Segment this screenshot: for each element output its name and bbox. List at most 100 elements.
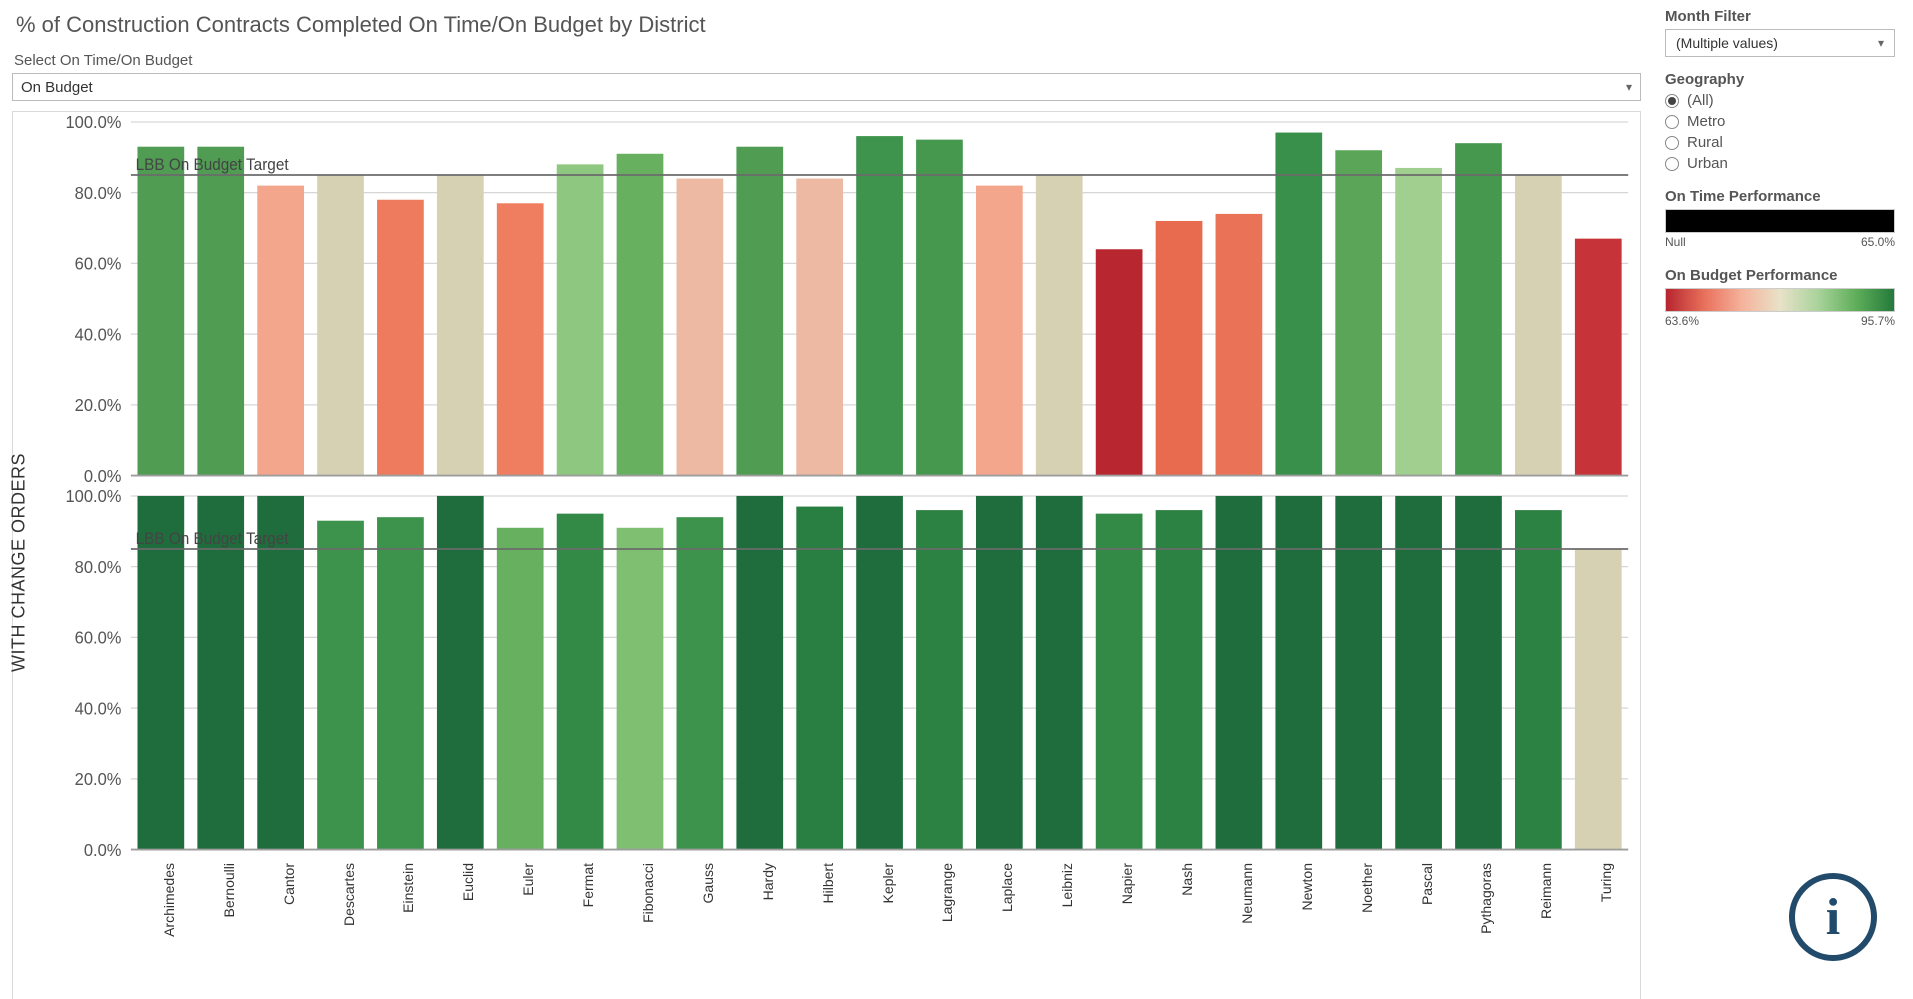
bar[interactable] [677, 179, 724, 476]
bar[interactable] [317, 175, 364, 476]
radio-icon [1665, 136, 1679, 150]
geography-radio[interactable]: Urban [1665, 155, 1895, 172]
geography-radio[interactable]: (All) [1665, 92, 1895, 109]
bar[interactable] [856, 136, 903, 475]
page-title: % of Construction Contracts Completed On… [16, 12, 1641, 38]
legend-onbudget-left: 63.6% [1665, 314, 1699, 328]
bar[interactable] [1455, 143, 1502, 475]
x-axis-label: Fibonacci [640, 863, 656, 923]
x-axis-labels: ArchimedesBernoulliCantorDescartesEinste… [13, 859, 1640, 999]
x-axis-label: Noether [1359, 863, 1375, 913]
month-filter-title: Month Filter [1665, 8, 1895, 25]
bar[interactable] [617, 527, 664, 849]
x-axis-label: Laplace [999, 863, 1015, 912]
bar[interactable] [497, 527, 544, 849]
x-axis-label: Gauss [700, 863, 716, 903]
legend-ontime-title: On Time Performance [1665, 188, 1895, 205]
filter-panel: Month Filter (Multiple values) ▾ Geograp… [1653, 0, 1913, 999]
bar[interactable] [736, 147, 783, 476]
svg-text:0.0%: 0.0% [84, 466, 122, 485]
bar[interactable] [377, 200, 424, 476]
bar[interactable] [1156, 510, 1203, 849]
bar[interactable] [1216, 214, 1263, 476]
radio-icon [1665, 115, 1679, 129]
chart-panel-bottom: WITH CHANGE ORDERS 0.0%20.0%40.0%60.0%80… [13, 486, 1640, 860]
x-axis-label: Euler [520, 863, 536, 896]
x-axis-label: Leibniz [1059, 863, 1075, 907]
bar[interactable] [677, 517, 724, 849]
x-axis-label: Napier [1119, 863, 1135, 904]
bar[interactable] [1156, 221, 1203, 476]
bar[interactable] [137, 147, 184, 476]
radio-icon [1665, 157, 1679, 171]
bar[interactable] [1036, 175, 1083, 476]
chevron-down-icon: ▾ [1626, 80, 1632, 94]
bar[interactable] [377, 517, 424, 849]
measure-selector[interactable]: On Budget ▾ [12, 73, 1641, 101]
svg-text:20.0%: 20.0% [75, 769, 122, 789]
geography-title: Geography [1665, 71, 1895, 88]
bar[interactable] [1395, 168, 1442, 476]
radio-label: (All) [1687, 92, 1714, 109]
bar[interactable] [916, 510, 963, 849]
bar[interactable] [796, 506, 843, 849]
bar[interactable] [796, 179, 843, 476]
bar[interactable] [557, 164, 604, 475]
bar[interactable] [1575, 548, 1622, 849]
x-axis-label: Neumann [1239, 863, 1255, 924]
svg-text:40.0%: 40.0% [75, 325, 122, 345]
bar[interactable] [1096, 513, 1143, 849]
legend-onbudget-title: On Budget Performance [1665, 267, 1895, 284]
x-axis-label: Cantor [281, 863, 297, 905]
svg-text:20.0%: 20.0% [75, 396, 122, 416]
info-button[interactable]: i [1789, 873, 1877, 961]
legend-ontime-bar [1665, 209, 1895, 233]
info-icon: i [1826, 888, 1840, 947]
x-axis-label: Hardy [760, 863, 776, 900]
radio-label: Rural [1687, 134, 1723, 151]
radio-icon [1665, 94, 1679, 108]
x-axis-label: Euclid [460, 863, 476, 901]
bar[interactable] [497, 203, 544, 475]
x-axis-label: Pascal [1419, 863, 1435, 905]
bar[interactable] [197, 147, 244, 476]
bar[interactable] [317, 520, 364, 849]
bar[interactable] [916, 140, 963, 476]
bar[interactable] [257, 186, 304, 476]
geography-radio[interactable]: Rural [1665, 134, 1895, 151]
radio-label: Urban [1687, 155, 1728, 172]
svg-text:60.0%: 60.0% [75, 254, 122, 274]
bar[interactable] [1515, 510, 1562, 849]
x-axis-label: Lagrange [939, 863, 955, 922]
svg-text:100.0%: 100.0% [65, 113, 121, 133]
legend-onbudget-bar [1665, 288, 1895, 312]
svg-text:0.0%: 0.0% [84, 840, 122, 859]
svg-text:100.0%: 100.0% [65, 486, 121, 506]
bar[interactable] [1335, 150, 1382, 475]
bar[interactable] [1575, 239, 1622, 476]
x-axis-label: Kepler [880, 863, 896, 903]
legend-ontime-right: 65.0% [1861, 235, 1895, 249]
x-axis-label: Turing [1598, 863, 1614, 902]
svg-text:60.0%: 60.0% [75, 628, 122, 648]
x-axis-label: Fermat [580, 863, 596, 907]
bar[interactable] [617, 154, 664, 476]
bar[interactable] [1096, 249, 1143, 475]
x-axis-label: Einstein [400, 863, 416, 913]
x-axis-label: Descartes [341, 863, 357, 926]
selector-label: Select On Time/On Budget [14, 52, 1641, 69]
x-axis-label: Newton [1299, 863, 1315, 910]
bar[interactable] [1275, 133, 1322, 476]
x-axis-label: Reimann [1538, 863, 1554, 919]
svg-text:LBB On Budget Target: LBB On Budget Target [136, 530, 290, 547]
x-axis-label: Hilbert [820, 863, 836, 903]
chart-panel-top: 0.0%20.0%40.0%60.0%80.0%100.0%LBB On Bud… [13, 112, 1640, 486]
bar[interactable] [976, 186, 1023, 476]
bar[interactable] [1515, 175, 1562, 476]
month-filter-select[interactable]: (Multiple values) ▾ [1665, 29, 1895, 57]
svg-text:80.0%: 80.0% [75, 183, 122, 203]
svg-text:40.0%: 40.0% [75, 698, 122, 718]
bar[interactable] [557, 513, 604, 849]
bar[interactable] [437, 175, 484, 476]
geography-radio[interactable]: Metro [1665, 113, 1895, 130]
